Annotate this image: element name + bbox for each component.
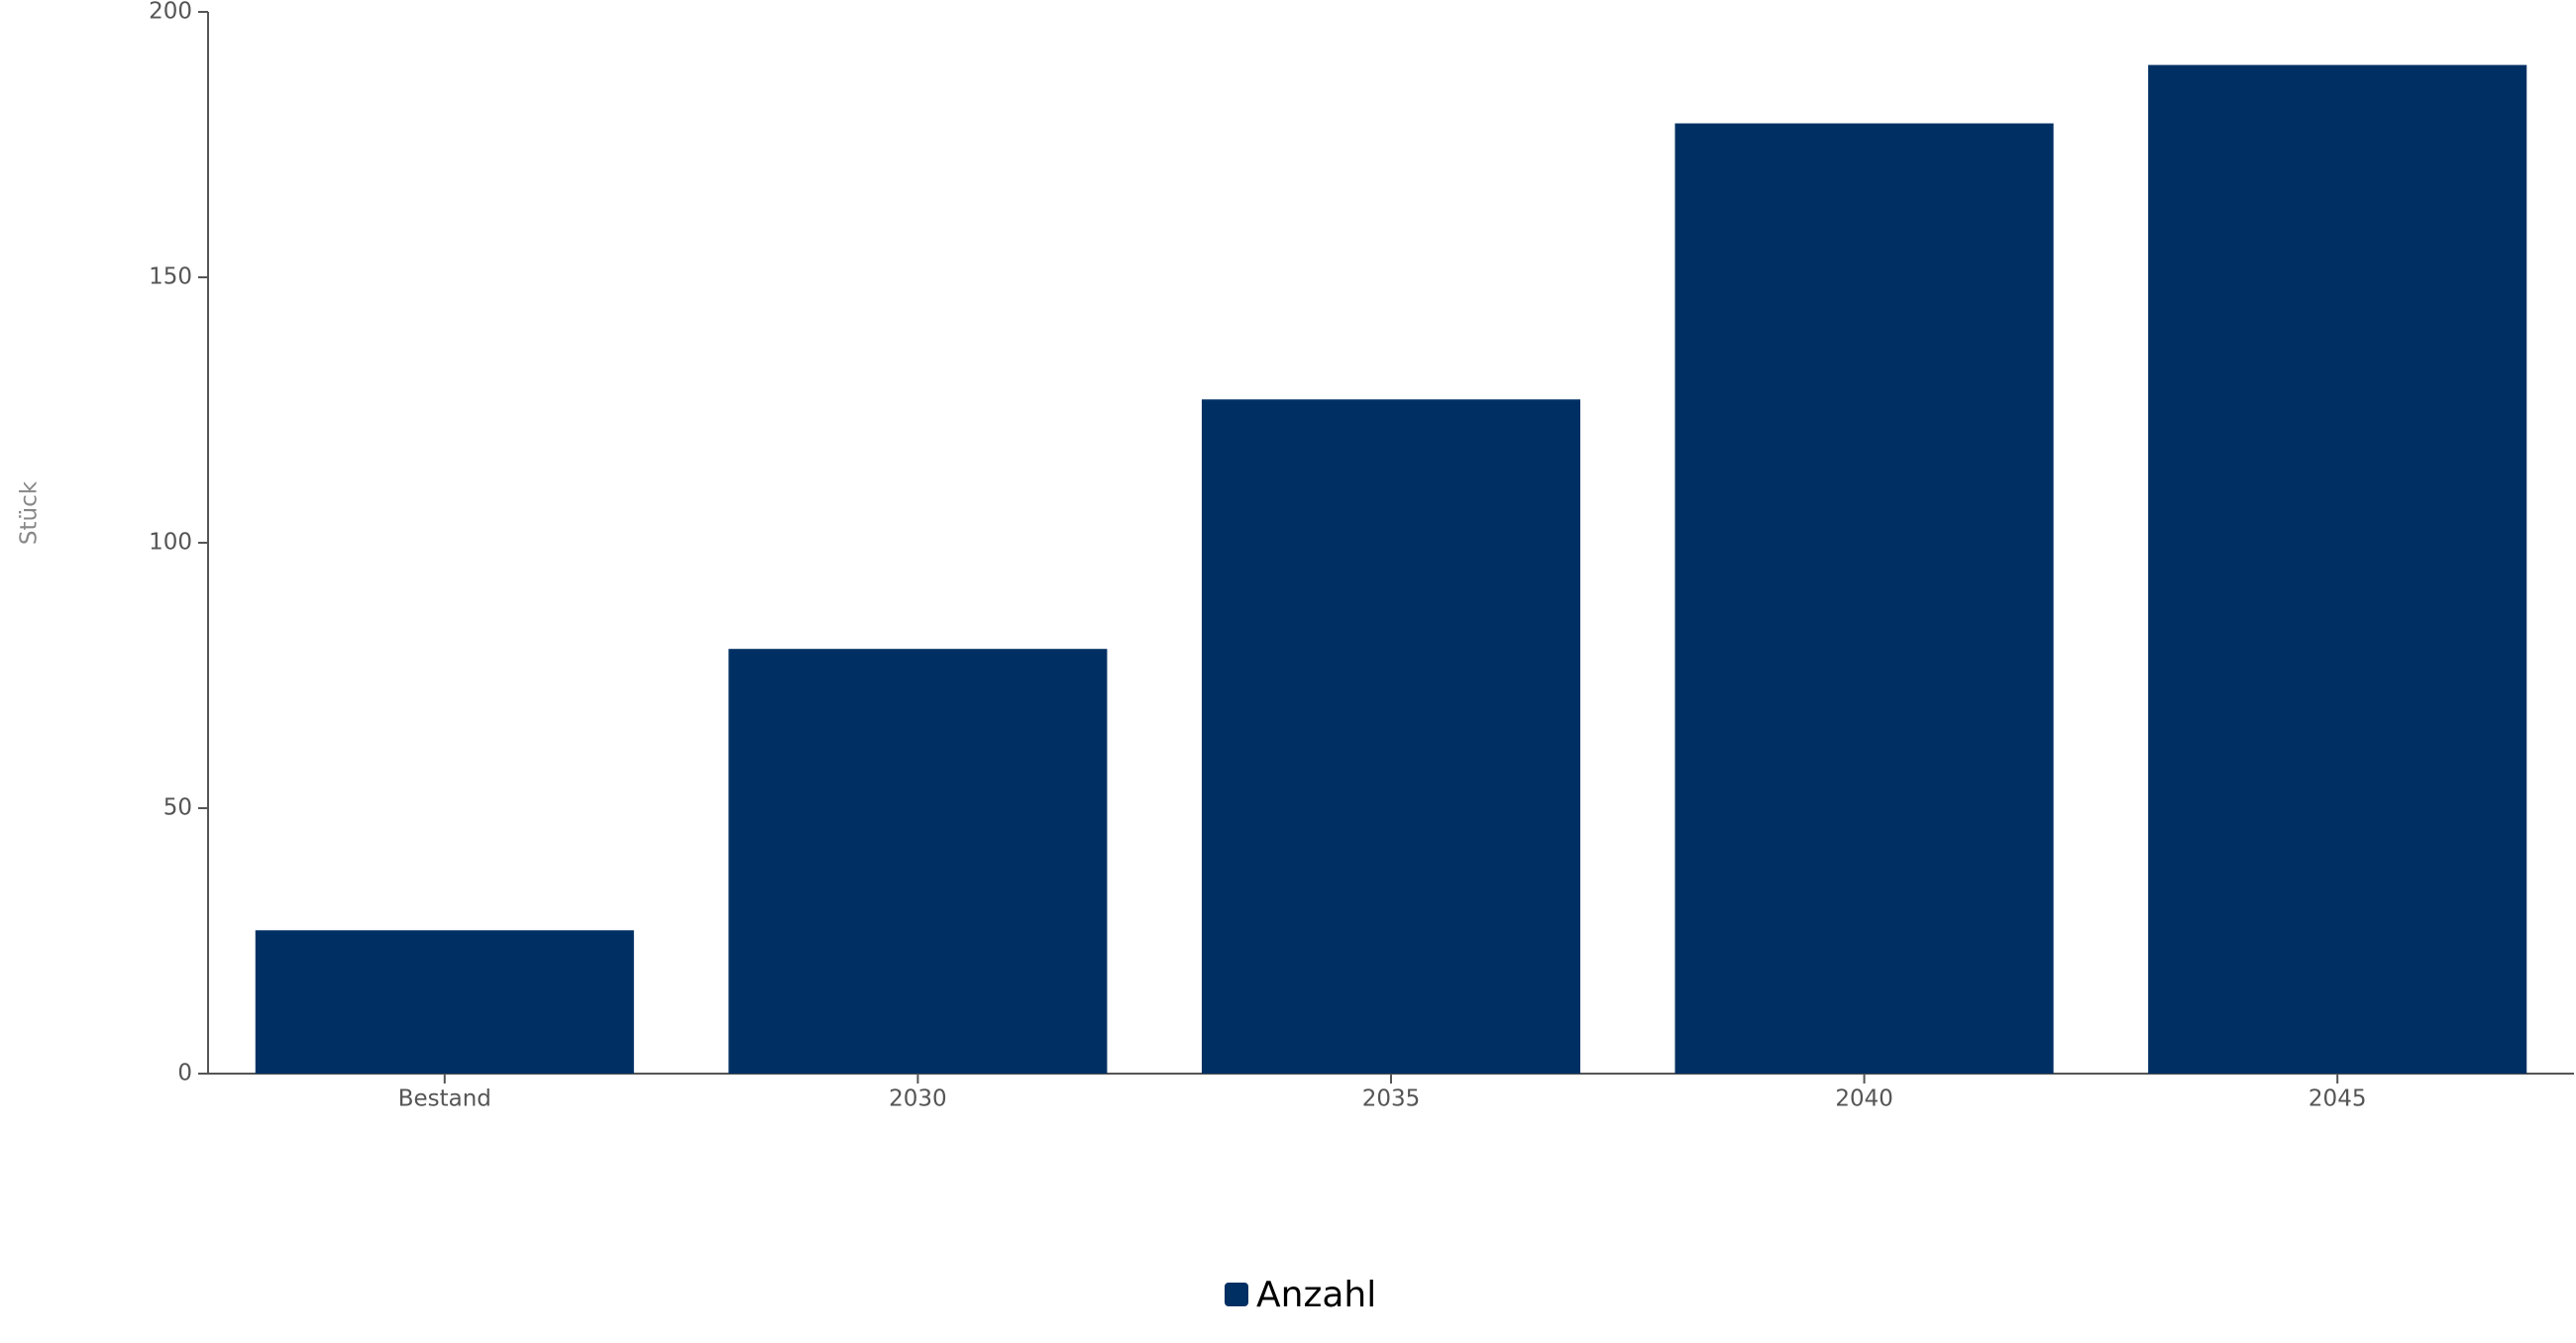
bar [728,649,1108,1074]
bar [2148,64,2527,1075]
legend-swatch [1225,1283,1248,1306]
x-tick-label: Bestand [398,1086,491,1112]
y-axis-label: Stück [17,480,43,545]
x-tick-label: 2045 [2308,1086,2367,1112]
y-tick-label: 0 [177,1061,192,1086]
x-tick-label: 2030 [889,1086,947,1112]
bar [1201,399,1581,1074]
x-tick-label: 2040 [1835,1086,1893,1112]
y-tick-label: 200 [149,0,192,25]
bar [255,930,634,1074]
bar [1674,123,2054,1074]
x-tick-label: 2035 [1362,1086,1421,1112]
y-tick-label: 50 [163,795,192,821]
legend-label: Anzahl [1256,1275,1376,1315]
y-tick-label: 150 [149,264,192,290]
y-tick-label: 100 [149,530,192,556]
